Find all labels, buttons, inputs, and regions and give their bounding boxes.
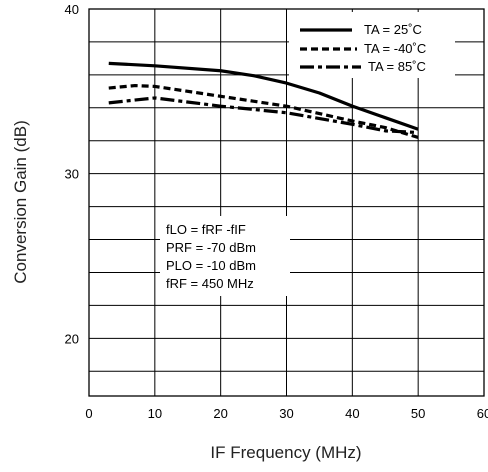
x-tick-label-6: 60 [477, 406, 488, 421]
legend: TA = 25˚C TA = -40˚C TA = 85˚C [289, 12, 455, 78]
series-line-2 [108, 96, 419, 135]
y-axis-title: Conversion Gain (dB) [11, 120, 30, 283]
x-tick-label-4: 40 [345, 406, 359, 421]
legend-label-minus40c: TA = -40˚C [364, 41, 426, 56]
condition-line-4: fRF = 450 MHz [166, 276, 254, 291]
x-tick-labels: 0 10 20 30 40 50 60 [85, 406, 488, 421]
series-line-0 [108, 61, 419, 131]
x-tick-label-1: 10 [148, 406, 162, 421]
condition-line-2: PRF = -70 dBm [166, 240, 256, 255]
y-tick-label-0: 20 [65, 331, 79, 346]
conditions-box [160, 216, 290, 296]
x-tick-label-0: 0 [85, 406, 92, 421]
x-tick-label-2: 20 [213, 406, 227, 421]
series-layer [108, 61, 419, 139]
y-tick-label-1: 30 [65, 167, 79, 182]
y-tick-labels: 20 30 40 [65, 2, 79, 346]
plot-frame [88, 8, 485, 397]
x-tick-label-5: 50 [411, 406, 425, 421]
y-tick-label-2: 40 [65, 2, 79, 17]
grid [89, 9, 484, 396]
x-tick-label-3: 30 [279, 406, 293, 421]
condition-line-3: PLO = -10 dBm [166, 258, 256, 273]
x-axis-title: IF Frequency (MHz) [210, 443, 361, 462]
legend-label-85c: TA = 85˚C [368, 59, 426, 74]
legend-label-25c: TA = 25˚C [364, 22, 422, 37]
condition-line-1: fLO = fRF -fIF [166, 222, 246, 237]
series-line-1 [108, 83, 419, 139]
conditions-note: fLO = fRF -fIF PRF = -70 dBm PLO = -10 d… [160, 216, 290, 296]
legend-box [289, 12, 455, 78]
